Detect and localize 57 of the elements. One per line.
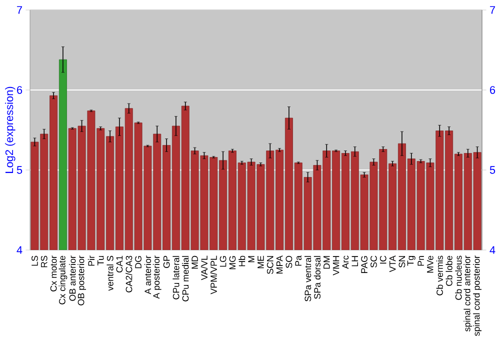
- y2-tick-label: 6: [490, 86, 496, 94]
- x-tick-label: Pn: [418, 256, 424, 266]
- x-tick-label: RS: [40, 256, 48, 268]
- x-tick-label: Cb lobe: [446, 256, 452, 286]
- x-tick-label: Cx motor: [50, 256, 57, 292]
- x-tick-label: Cb nucleus: [455, 256, 462, 300]
- x-tick-label: Tu: [98, 256, 104, 266]
- y2-tick-label: 7: [490, 6, 495, 14]
- x-tick-label: DM: [324, 256, 330, 269]
- y-tick-label: 4: [16, 246, 22, 254]
- x-tick-label: IC: [380, 256, 386, 264]
- x-tick-label: MD: [192, 256, 198, 269]
- x-tick-label: ME: [258, 256, 264, 268]
- x-tick-label: LH: [352, 256, 358, 266]
- x-tick-label: SO: [286, 256, 292, 268]
- x-tick-label: SPa ventral: [304, 256, 312, 302]
- x-tick-label: VMH: [332, 256, 340, 276]
- x-tick-label: M: [248, 256, 254, 262]
- x-tick-label: CA2/CA3: [126, 256, 132, 292]
- x-tick-label: MG: [229, 256, 236, 270]
- x-tick-label: spinal cord anterior: [464, 256, 472, 332]
- y-tick-label: 7: [17, 6, 22, 14]
- x-tick-label: CPu lateral: [172, 256, 180, 300]
- x-tick-label: GP: [163, 256, 170, 268]
- x-tick-label: Arc: [342, 256, 349, 269]
- x-tick-label: Cx cingulate: [58, 256, 68, 304]
- x-tick-label: OB anterior: [69, 256, 76, 301]
- y2-tick-label: 5: [490, 166, 496, 174]
- x-tick-label: ventral S: [106, 256, 114, 291]
- x-tick-label: Cb vermis: [436, 256, 443, 296]
- x-tick-label: VA/VL: [200, 256, 208, 280]
- y-tick-label: 6: [17, 86, 22, 94]
- x-tick-label: MVe: [427, 256, 434, 273]
- y-tick-label: 5: [16, 166, 22, 174]
- x-tick-label: SPa dorsal: [314, 256, 321, 299]
- x-tick-label: Hb: [238, 256, 246, 266]
- x-tick-label: Tg: [407, 256, 416, 266]
- x-tick-label: VTA: [389, 255, 396, 272]
- x-tick-label: MPA: [276, 255, 283, 274]
- x-tick-label: A posterior: [152, 256, 162, 299]
- x-tick-label: PAG: [361, 256, 368, 273]
- x-tick-label: VPM/VPL: [210, 256, 217, 294]
- x-tick-label: A anterior: [144, 256, 152, 294]
- x-tick-label: SC: [370, 256, 377, 268]
- x-tick-label: SCN: [266, 256, 274, 274]
- x-tick-label: Pir: [88, 256, 94, 266]
- x-tick-label: OB posterior: [78, 256, 86, 306]
- x-tick-label: LG: [220, 256, 226, 267]
- x-tick-label: Pa: [295, 255, 302, 266]
- y2-tick-label: 4: [490, 246, 496, 254]
- y-axis-title: Log2 (expression): [5, 86, 16, 173]
- x-tick-label: LS: [32, 256, 38, 266]
- x-tick-label: SN: [398, 256, 406, 268]
- x-tick-label: DG: [135, 256, 142, 268]
- x-tick-label: CPu medial: [182, 256, 189, 302]
- x-tick-label: CA1: [116, 256, 123, 272]
- x-tick-label: spinal cord posterior: [473, 256, 482, 336]
